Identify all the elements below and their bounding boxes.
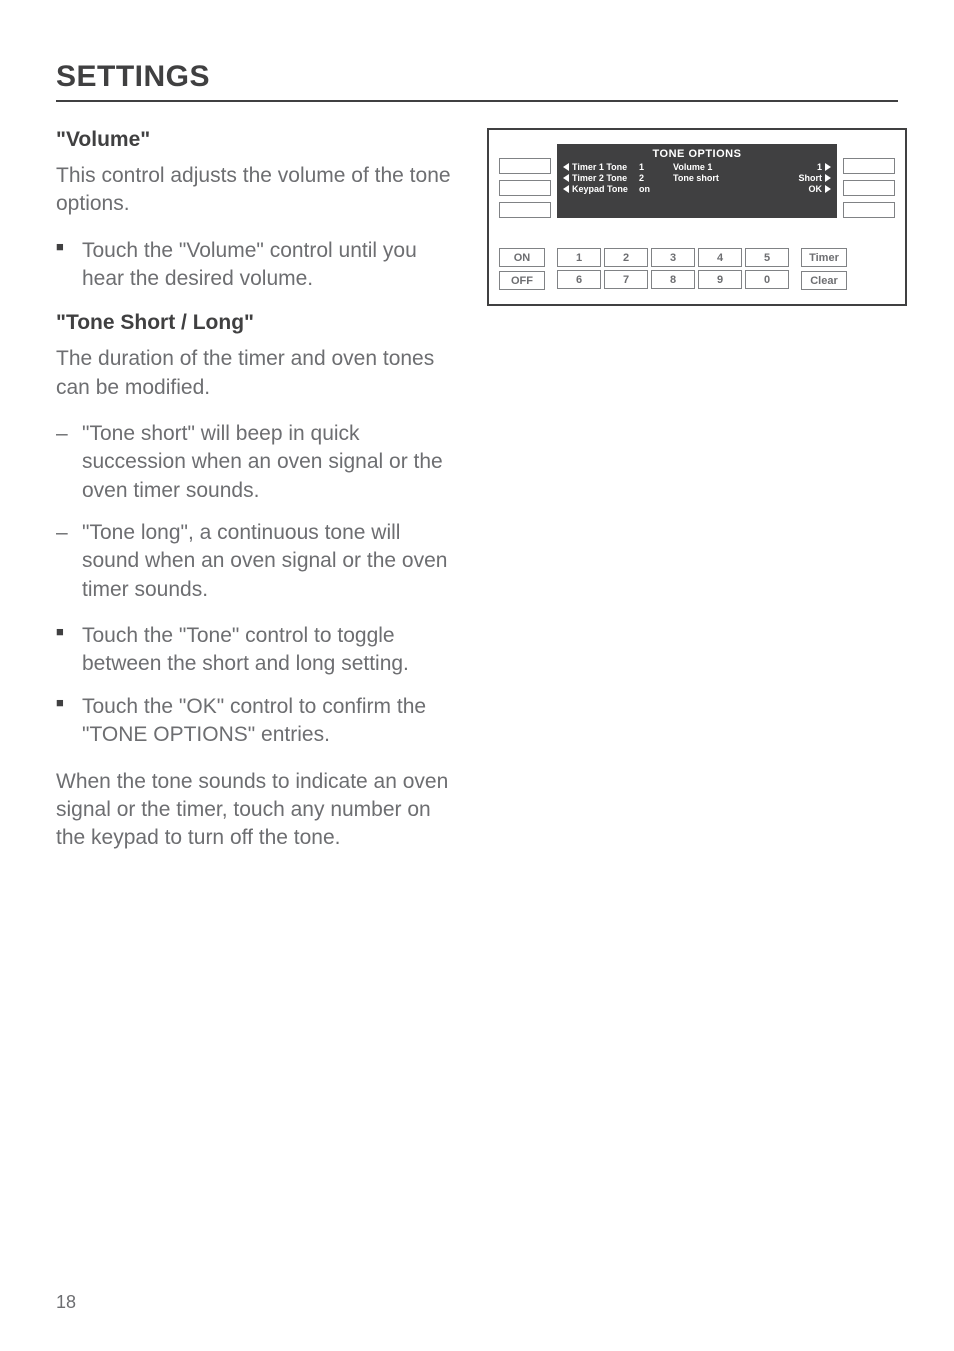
display-end-value: OK: [809, 184, 823, 194]
keypad-key[interactable]: 5: [745, 248, 789, 267]
triangle-left-icon: [563, 185, 569, 193]
keypad-key[interactable]: 3: [651, 248, 695, 267]
clear-button[interactable]: Clear: [801, 271, 847, 290]
keypad-key[interactable]: 6: [557, 270, 601, 289]
lcd-display: TONE OPTIONS Timer 1 Tone 1 Volume 1 1 T…: [557, 144, 837, 218]
tone-intro: The duration of the timer and oven tones…: [56, 345, 457, 402]
volume-heading: "Volume": [56, 128, 457, 152]
soft-button[interactable]: [843, 202, 895, 218]
keypad-key[interactable]: 4: [698, 248, 742, 267]
triangle-right-icon: [825, 163, 831, 171]
keypad-key[interactable]: 8: [651, 270, 695, 289]
display-right-label: Tone short: [663, 173, 799, 183]
volume-intro: This control adjusts the volume of the t…: [56, 162, 457, 219]
tone-dash-item: "Tone short" will beep in quick successi…: [56, 420, 457, 505]
tone-dash-item: "Tone long", a continuous tone will soun…: [56, 519, 457, 604]
keypad-key[interactable]: 0: [745, 270, 789, 289]
display-mid-value: 1: [639, 162, 663, 172]
control-panel-diagram: TONE OPTIONS Timer 1 Tone 1 Volume 1 1 T…: [487, 128, 907, 306]
display-right-label: Volume 1: [663, 162, 817, 172]
keypad-key[interactable]: 9: [698, 270, 742, 289]
volume-bullet: Touch the "Volume" control until you hea…: [56, 237, 457, 294]
on-button[interactable]: ON: [499, 248, 545, 267]
keypad-key[interactable]: 2: [604, 248, 648, 267]
timer-button[interactable]: Timer: [801, 248, 847, 267]
off-button[interactable]: OFF: [499, 271, 545, 290]
page-title: SETTINGS: [56, 60, 898, 102]
tone-bullet: Touch the "Tone" control to toggle betwe…: [56, 622, 457, 679]
display-mid-value: 2: [639, 173, 663, 183]
right-column: TONE OPTIONS Timer 1 Tone 1 Volume 1 1 T…: [477, 128, 898, 871]
soft-button[interactable]: [499, 180, 551, 196]
display-end-value: Short: [799, 173, 823, 183]
soft-button[interactable]: [843, 180, 895, 196]
tone-closing: When the tone sounds to indicate an oven…: [56, 768, 457, 853]
display-right-label: [663, 184, 809, 194]
soft-button[interactable]: [499, 202, 551, 218]
display-row: Timer 2 Tone 2 Tone short Short: [563, 173, 831, 183]
right-soft-buttons: [843, 144, 895, 218]
tone-bullet: Touch the "OK" control to confirm the "T…: [56, 693, 457, 750]
left-soft-buttons: [499, 144, 551, 218]
display-end-value: 1: [817, 162, 822, 172]
triangle-right-icon: [825, 174, 831, 182]
keypad-key[interactable]: 1: [557, 248, 601, 267]
page-number: 18: [56, 1292, 76, 1313]
display-left-label: Timer 1 Tone: [572, 162, 627, 172]
display-mid-value: on: [639, 184, 663, 194]
numeric-keypad: 1 2 3 4 5 6 7 8 9 0: [557, 248, 789, 289]
triangle-left-icon: [563, 163, 569, 171]
keypad-key[interactable]: 7: [604, 270, 648, 289]
triangle-left-icon: [563, 174, 569, 182]
tone-heading: "Tone Short / Long": [56, 311, 457, 335]
display-left-label: Keypad Tone: [572, 184, 628, 194]
display-row: Keypad Tone on OK: [563, 184, 831, 194]
display-title: TONE OPTIONS: [563, 148, 831, 160]
soft-button[interactable]: [499, 158, 551, 174]
triangle-right-icon: [825, 185, 831, 193]
display-left-label: Timer 2 Tone: [572, 173, 627, 183]
left-column: "Volume" This control adjusts the volume…: [56, 128, 477, 871]
soft-button[interactable]: [843, 158, 895, 174]
display-row: Timer 1 Tone 1 Volume 1 1: [563, 162, 831, 172]
